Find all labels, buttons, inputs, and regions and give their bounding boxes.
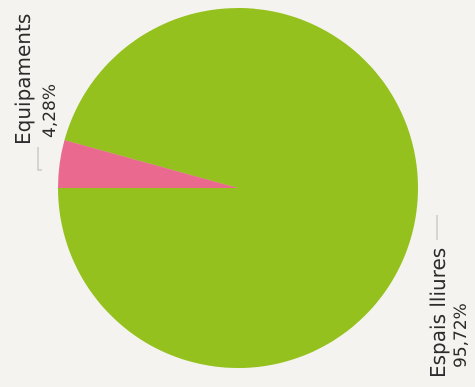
equipaments-leader (37, 147, 42, 171)
pie-slices (58, 8, 418, 369)
pie-slice-espais-lliures (58, 8, 418, 369)
slice-label-equipaments: Equipaments (11, 14, 35, 145)
pie-slice-equipaments (58, 140, 238, 188)
slice-value-espais-lliures: 95,72% (451, 303, 471, 368)
slice-label-espais-lliures: Espais lliures (426, 248, 450, 378)
slice-value-equipaments: 4,28% (40, 84, 60, 138)
